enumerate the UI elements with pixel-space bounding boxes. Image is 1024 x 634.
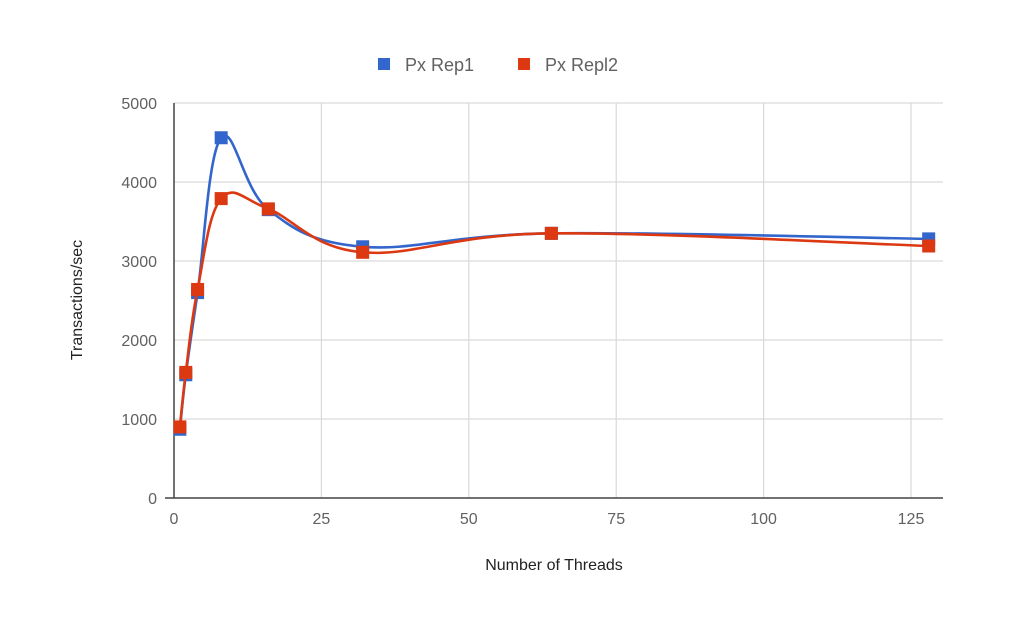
data-point-marker[interactable] (191, 282, 205, 296)
x-tick-label: 25 (313, 511, 331, 528)
legend-swatch-icon (378, 58, 390, 70)
data-point-marker[interactable] (179, 365, 193, 379)
data-point-marker[interactable] (214, 131, 228, 145)
y-tick-label: 0 (148, 491, 157, 508)
legend: Px Rep1 Px Repl2 (378, 55, 618, 75)
x-tick-label: 100 (750, 511, 777, 528)
series-px-rep1 (173, 131, 936, 436)
data-point-marker[interactable] (922, 239, 936, 253)
data-point-marker[interactable] (173, 420, 187, 434)
series-line (178, 134, 929, 430)
y-tick-label: 4000 (121, 175, 157, 192)
y-axis-title: Transactions/sec (69, 240, 86, 360)
x-tick-label: 50 (460, 511, 478, 528)
data-point-marker[interactable] (356, 245, 370, 259)
x-tick-label: 75 (607, 511, 625, 528)
data-point-marker[interactable] (544, 226, 558, 240)
x-axis-title: Number of Threads (485, 557, 623, 574)
data-point-marker[interactable] (214, 192, 228, 206)
legend-swatch-icon (518, 58, 530, 70)
axes: 0 1000 2000 3000 4000 5000 0 25 50 75 100 125 (121, 96, 943, 528)
y-tick-label: 5000 (121, 96, 157, 113)
legend-item[interactable]: Px Rep1 (378, 55, 474, 75)
legend-label: Px Rep1 (405, 55, 474, 75)
legend-label: Px Repl2 (545, 55, 618, 75)
y-tick-label: 1000 (121, 412, 157, 429)
x-tick-label: 125 (898, 511, 925, 528)
y-tick-label: 3000 (121, 254, 157, 271)
y-tick-label: 2000 (121, 333, 157, 350)
series-px-repl2 (173, 191, 936, 434)
data-series (173, 131, 936, 436)
gridlines (174, 102, 943, 498)
legend-item[interactable]: Px Repl2 (518, 55, 618, 75)
data-point-marker[interactable] (261, 202, 275, 216)
x-tick-label: 0 (170, 511, 179, 528)
series-line (178, 191, 929, 428)
